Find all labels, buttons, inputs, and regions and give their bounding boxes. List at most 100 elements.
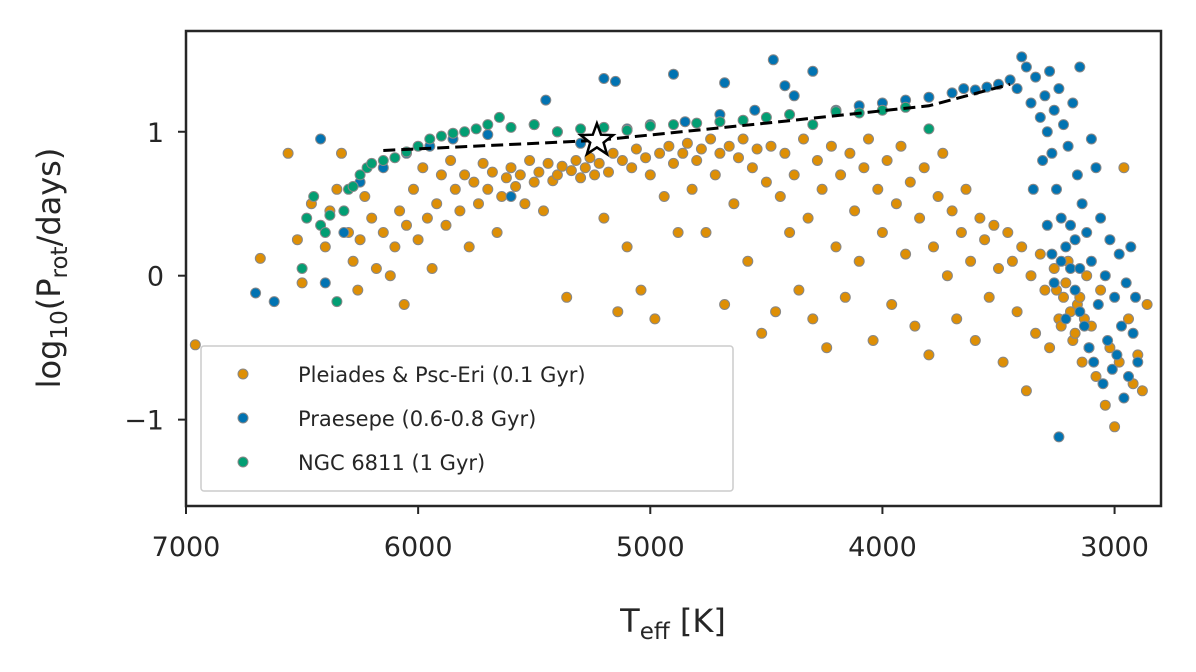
point-praesepe-89 bbox=[1085, 133, 1097, 145]
point-pleiades-8 bbox=[331, 183, 343, 195]
point-pleiades-160 bbox=[1044, 342, 1056, 354]
x-tick-label-7000: 7000 bbox=[152, 532, 221, 563]
point-ngc6811-18 bbox=[435, 130, 447, 142]
point-pleiades-171 bbox=[1095, 284, 1107, 296]
point-pleiades-104 bbox=[784, 227, 796, 238]
point-praesepe-20 bbox=[668, 68, 679, 80]
point-pleiades-158 bbox=[1034, 248, 1046, 260]
point-pleiades-120 bbox=[858, 162, 870, 174]
point-praesepe-87 bbox=[1053, 431, 1065, 443]
point-pleiades-36 bbox=[468, 176, 480, 188]
point-pleiades-129 bbox=[900, 248, 912, 260]
point-pleiades-172 bbox=[1099, 399, 1111, 411]
point-pleiades-6 bbox=[319, 241, 331, 253]
point-praesepe-35 bbox=[958, 83, 970, 95]
point-ngc6811-6 bbox=[331, 296, 343, 308]
point-praesepe-97 bbox=[1065, 219, 1076, 231]
point-pleiades-91 bbox=[723, 140, 735, 152]
point-pleiades-70 bbox=[626, 162, 638, 174]
point-pleiades-170 bbox=[1090, 371, 1102, 382]
point-pleiades-142 bbox=[960, 183, 972, 195]
point-pleiades-121 bbox=[863, 133, 874, 145]
point-pleiades-19 bbox=[389, 241, 401, 253]
point-ngc6811-42 bbox=[923, 123, 935, 135]
point-pleiades-79 bbox=[668, 157, 679, 169]
point-pleiades-14 bbox=[359, 191, 371, 202]
point-pleiades-3 bbox=[291, 234, 303, 246]
legend-box bbox=[200, 345, 734, 492]
point-pleiades-20 bbox=[394, 205, 406, 217]
point-pleiades-67 bbox=[612, 306, 624, 318]
point-pleiades-26 bbox=[421, 212, 433, 224]
point-ngc6811-30 bbox=[644, 120, 656, 132]
point-pleiades-31 bbox=[445, 155, 457, 166]
point-pleiades-115 bbox=[835, 169, 847, 181]
point-praesepe-92 bbox=[1041, 219, 1053, 231]
point-pleiades-103 bbox=[779, 147, 791, 159]
point-pleiades-144 bbox=[969, 335, 981, 346]
legend-marker-pleiades bbox=[237, 368, 249, 380]
point-pleiades-77 bbox=[658, 191, 670, 202]
point-praesepe-69 bbox=[1092, 299, 1104, 310]
point-ngc6811-12 bbox=[366, 157, 378, 169]
point-pleiades-29 bbox=[435, 169, 447, 181]
point-pleiades-74 bbox=[644, 169, 656, 181]
point-pleiades-84 bbox=[691, 155, 703, 166]
x-tick-label-3000: 3000 bbox=[1080, 532, 1149, 563]
point-pleiades-150 bbox=[997, 356, 1009, 368]
point-praesepe-98 bbox=[1069, 234, 1081, 246]
point-praesepe-75 bbox=[1106, 363, 1118, 375]
point-ngc6811-23 bbox=[493, 111, 505, 123]
point-pleiades-9 bbox=[336, 147, 347, 159]
point-pleiades-154 bbox=[1016, 241, 1028, 253]
point-pleiades-43 bbox=[500, 172, 512, 184]
point-pleiades-21 bbox=[398, 299, 410, 310]
point-pleiades-60 bbox=[579, 162, 591, 174]
point-praesepe-94 bbox=[1048, 277, 1060, 289]
point-praesepe-56 bbox=[1062, 140, 1074, 152]
point-praesepe-40 bbox=[1011, 83, 1023, 95]
point-praesepe-76 bbox=[1109, 291, 1121, 303]
point-pleiades-73 bbox=[640, 152, 652, 164]
point-pleiades-12 bbox=[352, 284, 364, 296]
point-praesepe-39 bbox=[1004, 74, 1016, 86]
point-pleiades-141 bbox=[955, 227, 967, 238]
x-tick-label-5000: 5000 bbox=[616, 532, 685, 563]
point-praesepe-46 bbox=[1039, 90, 1051, 102]
point-ngc6811-19 bbox=[447, 127, 459, 139]
point-pleiades-114 bbox=[830, 241, 842, 253]
point-pleiades-16 bbox=[370, 263, 382, 274]
point-pleiades-138 bbox=[941, 270, 953, 282]
point-pleiades-57 bbox=[565, 165, 577, 177]
point-pleiades-148 bbox=[988, 219, 1000, 231]
point-praesepe-0 bbox=[250, 287, 262, 299]
point-praesepe-13 bbox=[540, 94, 552, 106]
point-pleiades-59 bbox=[575, 172, 587, 184]
point-pleiades-167 bbox=[1076, 356, 1088, 368]
point-pleiades-75 bbox=[649, 313, 661, 325]
point-ngc6811-25 bbox=[528, 119, 540, 131]
point-pleiades-80 bbox=[672, 227, 684, 238]
point-pleiades-64 bbox=[598, 212, 610, 224]
point-praesepe-55 bbox=[1060, 241, 1072, 253]
point-praesepe-16 bbox=[598, 73, 610, 84]
point-pleiades-23 bbox=[408, 183, 419, 195]
point-ngc6811-26 bbox=[551, 126, 563, 138]
point-pleiades-4 bbox=[296, 277, 308, 289]
x-tick-label-6000: 6000 bbox=[384, 532, 453, 563]
point-pleiades-118 bbox=[849, 205, 861, 217]
point-ngc6811-24 bbox=[505, 121, 517, 133]
point-ngc6811-17 bbox=[424, 133, 436, 145]
point-praesepe-84 bbox=[1127, 327, 1139, 339]
point-praesepe-50 bbox=[1048, 104, 1060, 116]
point-pleiades-35 bbox=[463, 241, 475, 253]
point-pleiades-22 bbox=[401, 219, 412, 231]
point-praesepe-79 bbox=[1116, 320, 1127, 332]
x-tick-label-4000: 4000 bbox=[848, 532, 917, 563]
point-ngc6811-7 bbox=[338, 205, 350, 217]
point-pleiades-52 bbox=[542, 157, 554, 169]
point-pleiades-63 bbox=[593, 157, 605, 169]
point-ngc6811-2 bbox=[308, 191, 320, 202]
point-praesepe-21 bbox=[679, 116, 691, 128]
